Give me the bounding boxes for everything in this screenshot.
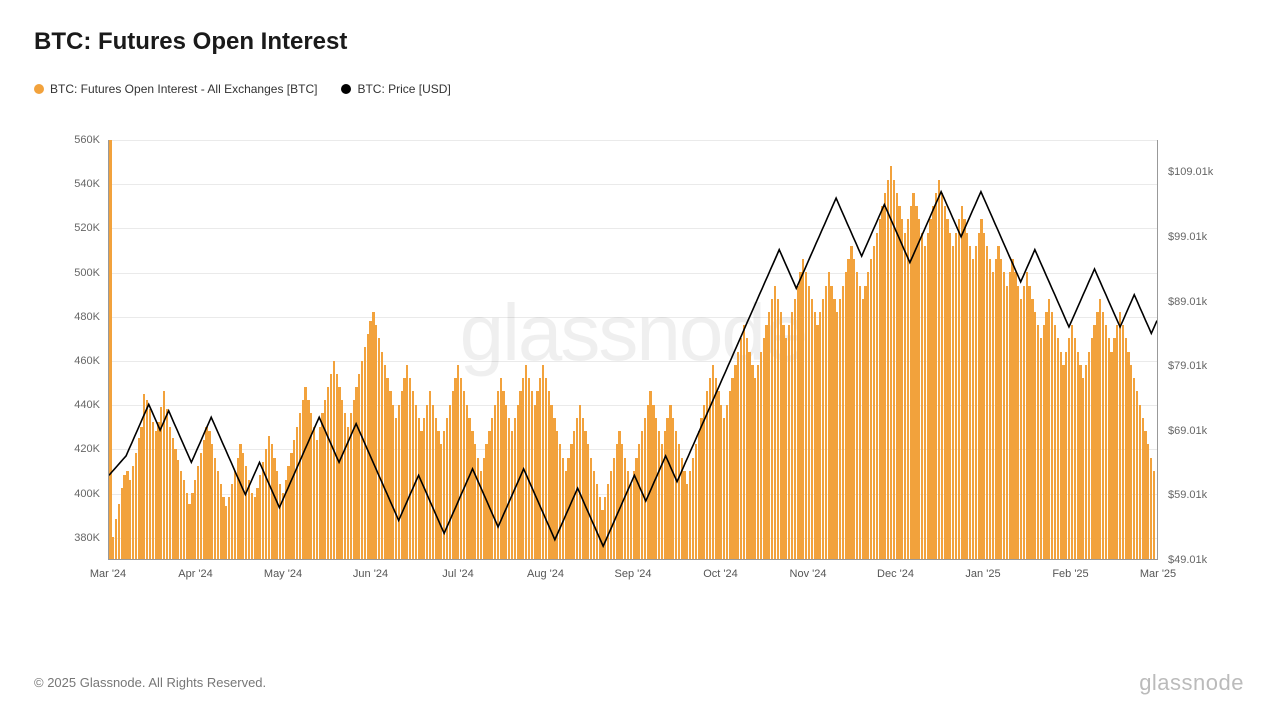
bar	[1153, 471, 1155, 559]
y-right-tick: $109.01k	[1168, 166, 1224, 178]
y-right-tick: $89.01k	[1168, 296, 1224, 308]
y-left-tick: 440K	[56, 399, 100, 411]
y-left-tick: 420K	[56, 443, 100, 455]
y-right-tick: $59.01k	[1168, 489, 1224, 501]
y-left-tick: 480K	[56, 311, 100, 323]
x-axis: Mar '24Apr '24May '24Jun '24Jul '24Aug '…	[108, 568, 1158, 588]
y-right-tick: $49.01k	[1168, 554, 1224, 566]
bar	[109, 140, 111, 559]
x-tick: Mar '25	[1140, 568, 1176, 580]
x-tick: Feb '25	[1052, 568, 1088, 580]
y-left-tick: 460K	[56, 355, 100, 367]
legend-swatch-oi	[34, 84, 44, 94]
x-tick: Apr '24	[178, 568, 213, 580]
y-left-tick: 500K	[56, 267, 100, 279]
chart: 380K400K420K440K460K480K500K520K540K560K…	[60, 140, 1220, 580]
x-tick: May '24	[264, 568, 302, 580]
x-tick: Jun '24	[353, 568, 388, 580]
y-left-axis: 380K400K420K440K460K480K500K520K540K560K	[56, 140, 100, 580]
y-left-tick: 560K	[56, 134, 100, 146]
bar-series	[109, 140, 1157, 559]
y-right-tick: $99.01k	[1168, 231, 1224, 243]
x-tick: Nov '24	[790, 568, 827, 580]
y-right-tick: $69.01k	[1168, 425, 1224, 437]
plot-area: glassnode	[108, 140, 1158, 560]
y-right-axis: $49.01k $59.01k $69.01k $79.01k $89.01k $99.0…	[1168, 140, 1224, 580]
legend: BTC: Futures Open Interest - All Exchang…	[34, 82, 451, 96]
y-left-tick: 540K	[56, 178, 100, 190]
x-tick: Oct '24	[703, 568, 738, 580]
y-left-tick: 380K	[56, 532, 100, 544]
legend-item-price: BTC: Price [USD]	[341, 82, 450, 96]
brand-logo: glassnode	[1139, 670, 1244, 696]
x-tick: Jul '24	[442, 568, 473, 580]
x-tick: Jan '25	[965, 568, 1000, 580]
y-left-tick: 400K	[56, 488, 100, 500]
y-left-tick: 520K	[56, 222, 100, 234]
copyright: © 2025 Glassnode. All Rights Reserved.	[34, 675, 266, 690]
legend-swatch-price	[341, 84, 351, 94]
y-right-tick: $79.01k	[1168, 360, 1224, 372]
legend-label-price: BTC: Price [USD]	[357, 82, 450, 96]
legend-label-oi: BTC: Futures Open Interest - All Exchang…	[50, 82, 317, 96]
x-tick: Aug '24	[527, 568, 564, 580]
x-tick: Mar '24	[90, 568, 126, 580]
page-title: BTC: Futures Open Interest	[34, 28, 347, 56]
x-tick: Dec '24	[877, 568, 914, 580]
legend-item-oi: BTC: Futures Open Interest - All Exchang…	[34, 82, 317, 96]
x-tick: Sep '24	[615, 568, 652, 580]
